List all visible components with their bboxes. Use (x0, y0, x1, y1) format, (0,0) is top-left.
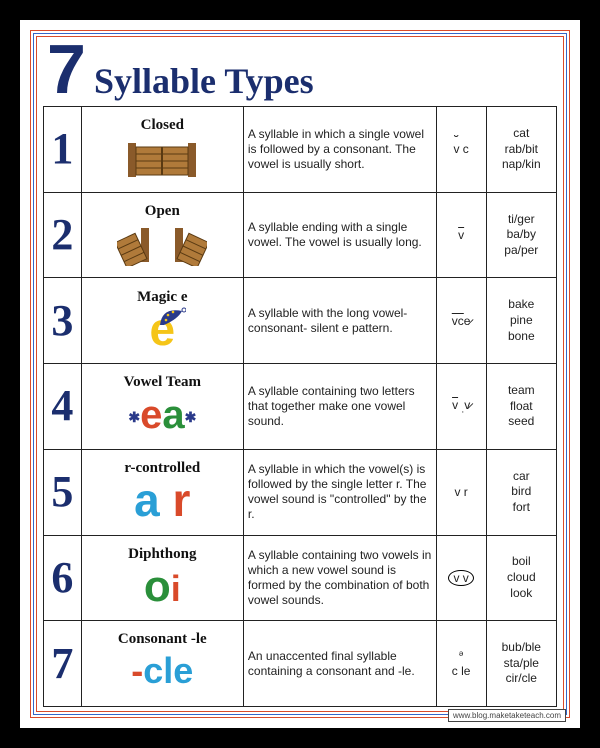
frame-mid: 7 Syllable Types 1 Closed A syllable in … (33, 33, 567, 715)
oi-art: oi (144, 569, 181, 604)
frame-inner: 7 Syllable Types 1 Closed A syllable in … (36, 36, 564, 712)
row-pattern: v r (436, 449, 486, 535)
row-examples: teamfloatseed (486, 364, 556, 450)
table-row: 3 Magic e e A syllable with the long vow… (44, 278, 557, 364)
row-main-cell: Magic e e (81, 278, 243, 364)
row-number: 4 (48, 384, 77, 428)
row-main-cell: Closed (81, 107, 243, 193)
row-number-cell: 3 (44, 278, 82, 364)
table-row: 5 r-controlled a r A syllable in which t… (44, 449, 557, 535)
row-main-cell: Diphthong oi (81, 535, 243, 621)
row-description: A syllable in which a single vowel is fo… (243, 107, 436, 193)
title-number: 7 (47, 41, 86, 97)
row-examples: bub/blesta/plecir/cle (486, 621, 556, 707)
ar-art: a r (134, 482, 190, 519)
row-examples: catrab/bitnap/kin (486, 107, 556, 193)
row-number-cell: 6 (44, 535, 82, 621)
title-row: 7 Syllable Types (43, 41, 557, 106)
row-art: -cle (86, 648, 239, 696)
row-name: Diphthong (86, 546, 239, 563)
row-main-cell: Open (81, 192, 243, 278)
row-number: 5 (48, 470, 77, 514)
table-row: 7 Consonant -le -cle An unaccented final… (44, 621, 557, 707)
row-examples: carbirdfort (486, 449, 556, 535)
table-row: 1 Closed A syllable in which a single vo… (44, 107, 557, 193)
source-credit: www.blog.maketaketeach.com (448, 709, 566, 722)
row-number-cell: 4 (44, 364, 82, 450)
row-number-cell: 7 (44, 621, 82, 707)
row-description: A syllable in which the vowel(s) is foll… (243, 449, 436, 535)
row-number-cell: 5 (44, 449, 82, 535)
row-pattern: vce̷ (436, 278, 486, 364)
row-art: a r (86, 476, 239, 524)
row-name: Closed (86, 117, 239, 134)
row-description: A syllable containing two vowels in whic… (243, 535, 436, 621)
row-examples: boilcloudlook (486, 535, 556, 621)
row-description: A syllable with the long vowel-consonant… (243, 278, 436, 364)
row-art: ✱ea✱ (86, 391, 239, 439)
row-art: oi (86, 562, 239, 610)
row-number-cell: 1 (44, 107, 82, 193)
row-description: A syllable containing two letters that t… (243, 364, 436, 450)
magic-e-art: e (150, 311, 176, 348)
row-number: 7 (48, 642, 77, 686)
row-pattern: v (436, 192, 486, 278)
ea-art: ✱ea✱ (128, 399, 196, 431)
row-main-cell: r-controlled a r (81, 449, 243, 535)
row-number: 6 (48, 556, 77, 600)
row-art: e (86, 305, 239, 353)
row-art (86, 134, 239, 182)
row-pattern: əc le (436, 621, 486, 707)
title-text: Syllable Types (94, 60, 314, 102)
frame-outer: 7 Syllable Types 1 Closed A syllable in … (30, 30, 570, 718)
row-examples: bakepinebone (486, 278, 556, 364)
table-row: 2 Open A syllable ending with a single v… (44, 192, 557, 278)
row-name: Open (86, 203, 239, 220)
row-main-cell: Vowel Team ✱ea✱ (81, 364, 243, 450)
row-main-cell: Consonant -le -cle (81, 621, 243, 707)
row-pattern: v c (436, 107, 486, 193)
cle-art: -cle (131, 657, 193, 686)
row-number: 3 (48, 299, 77, 343)
table-row: 4 Vowel Team ✱ea✱ A syllable containing … (44, 364, 557, 450)
row-name: Consonant -le (86, 631, 239, 648)
row-number: 1 (48, 127, 77, 171)
row-examples: ti/gerba/bypa/per (486, 192, 556, 278)
row-description: An unaccented final syllable containing … (243, 621, 436, 707)
row-description: A syllable ending with a single vowel. T… (243, 192, 436, 278)
row-number: 2 (48, 213, 77, 257)
table-row: 6 Diphthong oi A syllable containing two… (44, 535, 557, 621)
poster: 7 Syllable Types 1 Closed A syllable in … (20, 20, 580, 728)
row-name: Vowel Team (86, 374, 239, 391)
row-art (86, 219, 239, 267)
row-number-cell: 2 (44, 192, 82, 278)
row-pattern: v .v̷ (436, 364, 486, 450)
syllable-table: 1 Closed A syllable in which a single vo… (43, 106, 557, 707)
row-pattern: v v (436, 535, 486, 621)
